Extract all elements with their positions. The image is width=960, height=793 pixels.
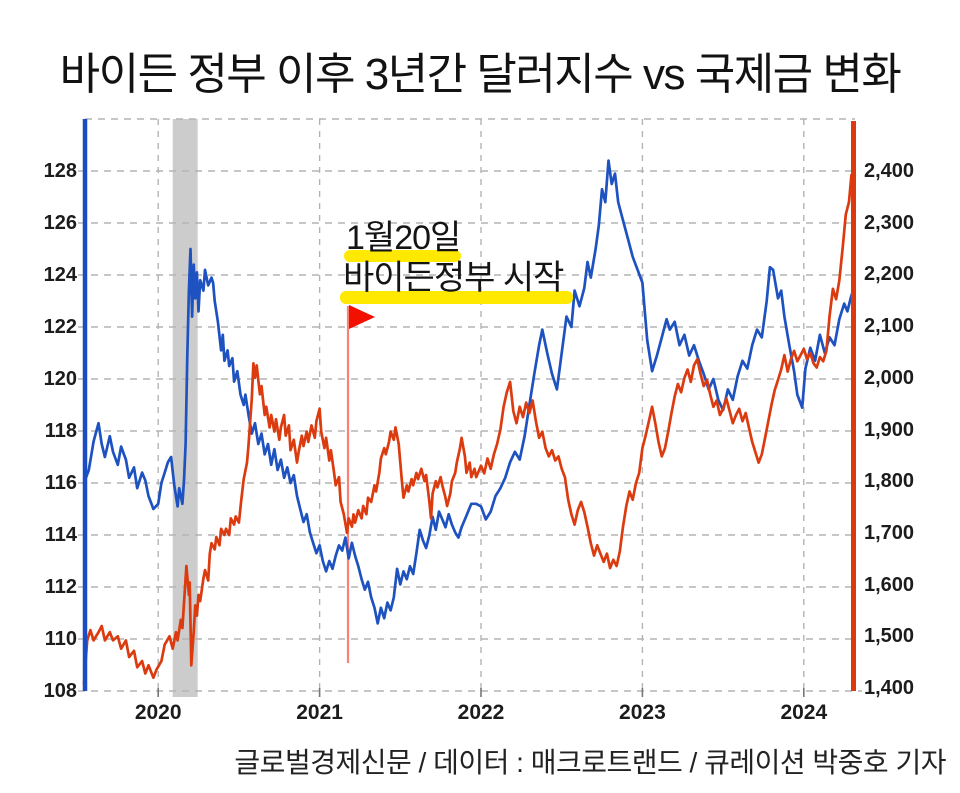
x-axis-label: 2023	[619, 701, 666, 724]
left-axis-label: 114	[44, 524, 77, 546]
left-axis-label: 112	[44, 576, 77, 598]
annotation-highlight-bar-2	[340, 291, 573, 304]
left-axis-label: 110	[44, 628, 77, 650]
left-axis-label: 108	[43, 680, 77, 702]
right-axis-label: 1,700	[864, 521, 915, 544]
left-axis-label: 122	[43, 316, 77, 338]
right-axis-label: 1,600	[864, 573, 915, 596]
left-axis-label: 128	[43, 160, 77, 182]
left-axis-label: 126	[43, 212, 77, 234]
right-axis-label: 1,500	[864, 625, 915, 648]
annotation-date: 1월20일	[346, 219, 461, 257]
left-axis-label: 124	[43, 264, 77, 286]
annotation-event: 바이든정부 시작	[343, 259, 564, 297]
left-axis-label: 120	[43, 368, 77, 390]
left-axis-label: 118	[44, 420, 77, 442]
right-axis-label: 2,000	[864, 366, 915, 389]
flag-icon	[349, 305, 375, 329]
left-axis-label: 116	[44, 472, 77, 494]
page-title: 바이든 정부 이후 3년간 달러지수 vs 국제금 변화	[59, 50, 902, 99]
x-axis-label: 2022	[457, 701, 505, 724]
right-axis-label: 2,100	[864, 315, 915, 338]
x-axis-label: 2021	[296, 701, 343, 724]
x-axis-label: 2024	[780, 701, 828, 724]
right-axis-label: 1,400	[864, 677, 915, 699]
right-axis-label: 1,900	[864, 418, 915, 441]
right-axis-label: 2,300	[864, 211, 915, 234]
dollar-index-line	[82, 159, 856, 625]
source-caption: 글로벌경제신문 / 데이터 : 매크로트랜드 / 큐레이션 박중호 기자	[234, 747, 946, 778]
right-axis-label: 2,200	[864, 263, 915, 286]
annotation-highlight-bar-1	[344, 250, 461, 262]
x-axis-label: 2020	[134, 701, 182, 724]
right-axis-label: 2,400	[864, 160, 915, 182]
right-axis-label: 1,800	[864, 470, 915, 493]
gold-price-line	[82, 173, 856, 686]
